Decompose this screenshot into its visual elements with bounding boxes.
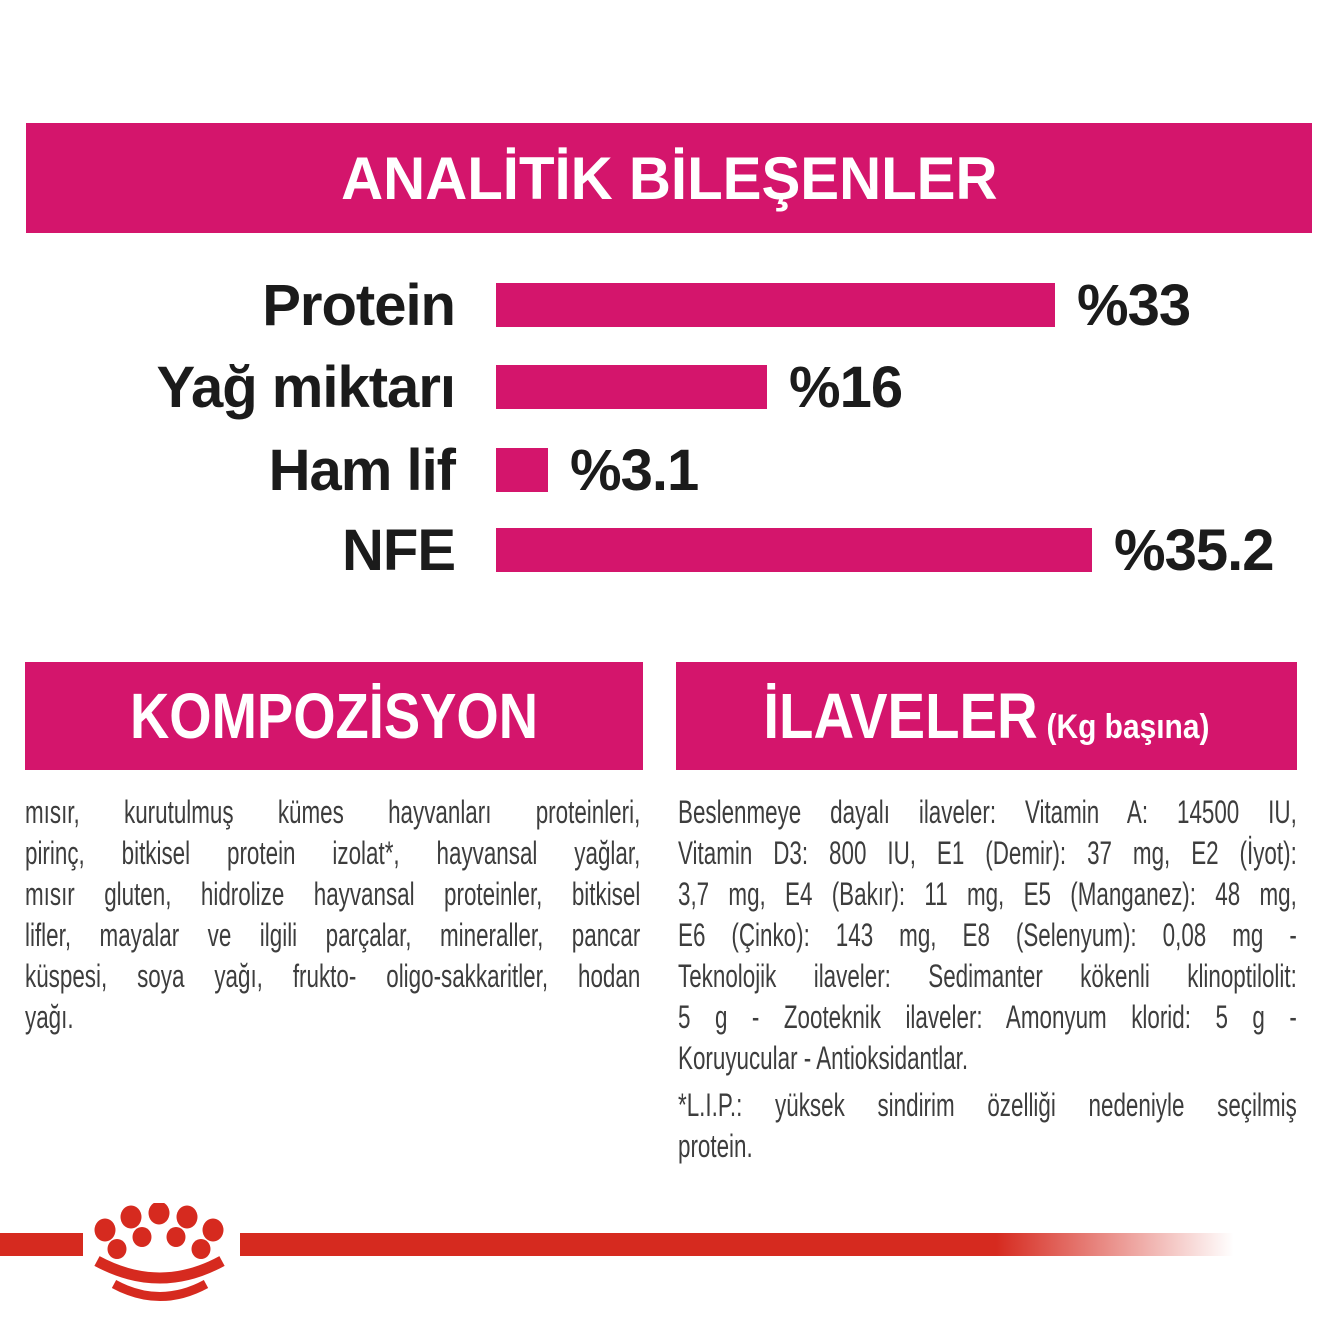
- chart-category-label: Yağ miktarı: [156, 354, 456, 420]
- text-line: lifler, mayalar ve ilgili parçalar, mine…: [25, 917, 641, 953]
- text-line: küspesi, soya yağı, frukto- oligo-sakkar…: [25, 958, 641, 994]
- text-line: Vitamin D3: 800 IU, E1 (Demir): 37 mg, E…: [678, 835, 1297, 871]
- text-line: 3,7 mg, E4 (Bakır): 11 mg, E5 (Manganez)…: [678, 876, 1297, 912]
- text-line: Koruyucular - Antioksidantlar.: [678, 1040, 969, 1076]
- chart-row: NFE %35.2: [0, 518, 1320, 583]
- chart-value-label: %35.2: [1114, 517, 1274, 583]
- lip-footnote: *L.I.P.: yüksek sindirim özelliği nedeni…: [678, 1085, 1297, 1167]
- composition-banner: KOMPOZİSYON: [25, 662, 643, 770]
- crown-paw-logo-icon: [94, 1203, 225, 1301]
- composition-text: mısır, kurutulmuş kümes hayvanları prote…: [25, 792, 640, 1038]
- text-line: mısır, kurutulmuş kümes hayvanları prote…: [25, 794, 641, 830]
- chart-value-label: %3.1: [570, 437, 699, 503]
- text-line: 5 g - Zooteknik ilaveler: Amonyum klorid…: [678, 999, 1297, 1035]
- chart-row: Ham lif %3.1: [0, 438, 1320, 503]
- chart-bar: [496, 365, 767, 409]
- page-title: ANALİTİK BİLEŞENLER: [340, 144, 998, 212]
- chart-value-label: %16: [789, 354, 903, 420]
- footer-rule-left: [0, 1233, 83, 1256]
- text-line: protein.: [678, 1128, 753, 1164]
- chart-row: Protein %33: [0, 273, 1320, 338]
- chart-row: Yağ miktarı %16: [0, 355, 1320, 420]
- additives-title-suffix: (Kg başına): [1046, 708, 1210, 746]
- additives-banner: İLAVELER (Kg başına): [676, 662, 1297, 770]
- text-line: Beslenmeye dayalı ilaveler: Vitamin A: 1…: [678, 794, 1297, 830]
- analytic-header-banner: ANALİTİK BİLEŞENLER: [26, 123, 1312, 233]
- chart-bar: [496, 283, 1055, 327]
- text-line: Teknolojik ilaveler: Sedimanter kökenli …: [678, 958, 1297, 994]
- chart-category-label: Protein: [262, 272, 456, 338]
- additives-title-group: İLAVELER (Kg başına): [763, 679, 1209, 753]
- text-line: E6 (Çinko): 143 mg, E8 (Selenyum): 0,08 …: [678, 917, 1297, 953]
- text-line: pirinç, bitkisel protein izolat*, hayvan…: [25, 835, 641, 871]
- chart-category-label: Ham lif: [268, 437, 456, 503]
- additives-text: Beslenmeye dayalı ilaveler: Vitamin A: 1…: [678, 792, 1297, 1079]
- chart-category-label: NFE: [342, 517, 456, 583]
- text-line: *L.I.P.: yüksek sindirim özelliği nedeni…: [678, 1087, 1297, 1123]
- footer-rule-right: [240, 1233, 1320, 1256]
- chart-bar: [496, 448, 548, 492]
- chart-bar: [496, 528, 1092, 572]
- composition-title: KOMPOZİSYON: [129, 680, 539, 752]
- text-line: yağı.: [25, 999, 74, 1035]
- text-line: mısır gluten, hidrolize hayvansal protei…: [25, 876, 641, 912]
- additives-title: İLAVELER: [763, 680, 1038, 752]
- chart-value-label: %33: [1077, 272, 1191, 338]
